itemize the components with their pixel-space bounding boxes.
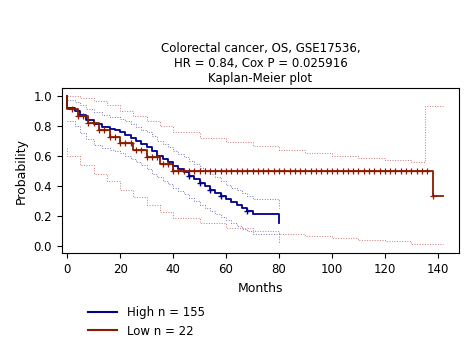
- Legend: High n = 155, Low n = 22: High n = 155, Low n = 22: [88, 306, 205, 338]
- Title: Colorectal cancer, OS, GSE17536,
HR = 0.84, Cox P = 0.025916
Kaplan-Meier plot: Colorectal cancer, OS, GSE17536, HR = 0.…: [161, 43, 360, 86]
- X-axis label: Months: Months: [237, 282, 283, 295]
- Y-axis label: Probability: Probability: [15, 138, 28, 204]
